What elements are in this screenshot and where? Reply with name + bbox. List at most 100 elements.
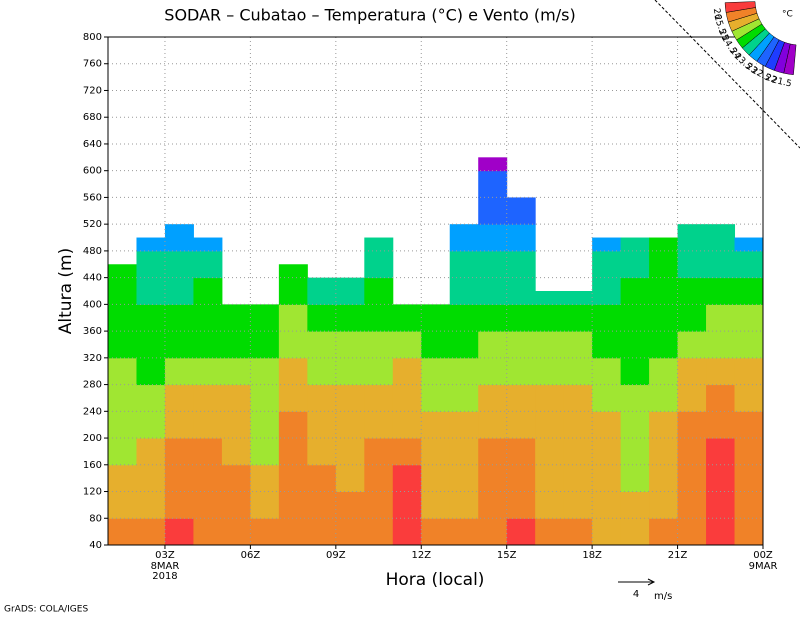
cell xyxy=(193,304,223,332)
cell xyxy=(649,438,679,466)
cell xyxy=(506,518,536,546)
cell xyxy=(307,384,337,412)
plot-frame xyxy=(107,36,764,546)
cell xyxy=(478,384,508,412)
cell xyxy=(136,438,166,466)
y-tick-label: 760 xyxy=(83,59,102,70)
cell xyxy=(449,250,479,279)
cell xyxy=(307,277,337,305)
cell xyxy=(421,411,451,439)
cell xyxy=(449,438,479,466)
cell xyxy=(364,411,394,439)
cell xyxy=(649,250,679,279)
cell xyxy=(620,357,650,386)
cell xyxy=(108,464,137,493)
cell xyxy=(677,357,707,386)
y-tick-label: 440 xyxy=(83,273,102,284)
cell xyxy=(620,518,650,546)
cell xyxy=(250,491,280,519)
cell xyxy=(677,224,707,252)
cell xyxy=(706,384,736,412)
cell xyxy=(478,331,508,359)
cell xyxy=(734,237,764,252)
cell xyxy=(164,277,194,305)
x-tick-label: 03Z xyxy=(155,550,175,561)
legend-frame xyxy=(654,0,800,149)
cell xyxy=(706,304,736,332)
cell xyxy=(364,438,394,466)
cell xyxy=(335,491,365,519)
cell xyxy=(478,491,508,519)
cell xyxy=(649,357,679,386)
x-tick-label: 00Z xyxy=(753,550,773,561)
y-tick-label: 200 xyxy=(83,433,102,444)
cell xyxy=(563,291,593,305)
cell xyxy=(649,411,679,439)
cell xyxy=(535,291,565,305)
x-tick-label: 21Z xyxy=(668,550,688,561)
cell xyxy=(278,331,308,359)
cell xyxy=(478,438,508,466)
cell xyxy=(563,331,593,359)
x-tick-label: 12Z xyxy=(411,550,431,561)
cell xyxy=(250,357,280,386)
cell xyxy=(706,277,736,305)
cell xyxy=(193,464,223,493)
cell xyxy=(108,277,137,305)
cell xyxy=(649,464,679,493)
cell xyxy=(164,411,194,439)
cell xyxy=(364,304,394,332)
x-tick-label: 18Z xyxy=(582,550,602,561)
cell xyxy=(506,304,536,332)
cell xyxy=(164,464,194,493)
cell xyxy=(734,277,764,305)
cell xyxy=(506,464,536,493)
cell xyxy=(364,277,394,305)
cell xyxy=(706,464,736,493)
y-tick-label: 320 xyxy=(83,353,102,364)
cell xyxy=(278,438,308,466)
cell xyxy=(364,384,394,412)
cell xyxy=(164,384,194,412)
cell xyxy=(108,411,137,439)
cell xyxy=(193,250,223,279)
y-tick-label: 360 xyxy=(83,326,102,337)
cell xyxy=(193,357,223,386)
cell xyxy=(250,331,280,359)
cell xyxy=(164,357,194,386)
cell xyxy=(221,411,251,439)
cell xyxy=(307,491,337,519)
cell xyxy=(221,304,251,332)
cell xyxy=(108,331,137,359)
x-tick-label: 06Z xyxy=(241,550,261,561)
y-tick-label: 600 xyxy=(83,166,102,177)
cell xyxy=(677,331,707,359)
y-axis-label: Altura (m) xyxy=(56,248,76,334)
y-tick-label: 800 xyxy=(83,32,102,43)
cell xyxy=(677,464,707,493)
cell xyxy=(108,357,137,386)
cell xyxy=(136,491,166,519)
cell xyxy=(136,357,166,386)
cell xyxy=(136,250,166,279)
cell xyxy=(506,491,536,519)
cell xyxy=(136,277,166,305)
cell xyxy=(734,384,764,412)
y-tick-label: 40 xyxy=(89,540,102,551)
cell xyxy=(677,438,707,466)
cell xyxy=(193,411,223,439)
chart-title: SODAR – Cubatao – Temperatura (°C) e Ven… xyxy=(164,6,575,25)
x-tick-label: 15Z xyxy=(497,550,517,561)
cell xyxy=(592,464,622,493)
cell xyxy=(620,384,650,412)
x-tick-label: 09Z xyxy=(326,550,346,561)
cell xyxy=(620,464,650,493)
wind-scale-unit: m/s xyxy=(654,591,672,602)
cell xyxy=(478,411,508,439)
cell xyxy=(392,384,422,412)
cell xyxy=(307,518,337,546)
cell xyxy=(706,250,736,279)
cell xyxy=(364,491,394,519)
cell xyxy=(563,357,593,386)
